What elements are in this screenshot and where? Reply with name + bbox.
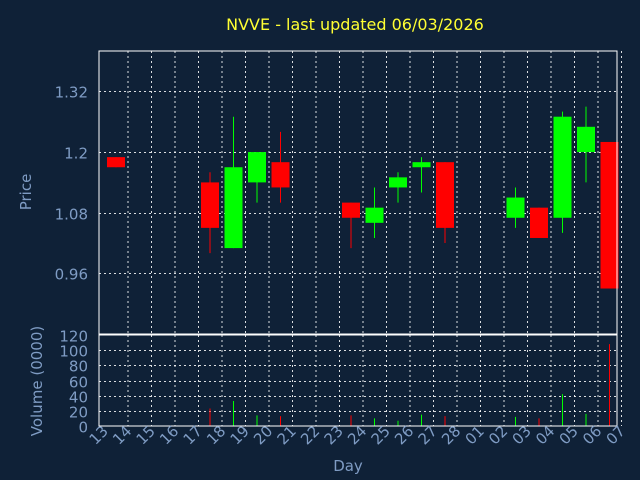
price-tick-label: 1.32 xyxy=(55,84,88,102)
volume-grid xyxy=(99,335,622,426)
candle xyxy=(342,202,360,249)
candle-body xyxy=(553,116,572,218)
price-axis: 1.32 1.2 1.08 0.96 xyxy=(55,84,88,284)
x-axis: 1314151617181920212223242526272801020304… xyxy=(86,422,629,448)
chart-title: NVVE - last updated 06/03/2026 xyxy=(226,15,484,34)
candle-body xyxy=(506,197,525,218)
volume-tick-label: 60 xyxy=(69,374,88,392)
candle-body xyxy=(577,126,595,153)
candle-body xyxy=(600,141,619,289)
candlestick-series xyxy=(107,106,619,289)
candle xyxy=(412,157,431,193)
candle-body xyxy=(412,162,431,168)
candle-body xyxy=(224,167,243,249)
candle xyxy=(577,106,595,183)
volume-tick-label: 100 xyxy=(59,343,88,361)
candle xyxy=(201,172,219,254)
volume-series xyxy=(209,344,610,426)
volume-tick-label: 80 xyxy=(69,358,88,376)
volume-tick-label: 20 xyxy=(69,404,88,422)
candle-body xyxy=(436,162,454,228)
price-axis-label: Price xyxy=(17,174,35,211)
candle-body xyxy=(530,207,548,238)
candle xyxy=(389,172,407,203)
candle xyxy=(530,207,548,238)
candle xyxy=(224,116,243,249)
candle-body xyxy=(342,202,360,218)
candle xyxy=(248,152,266,203)
candle-body xyxy=(248,152,266,183)
price-tick-label: 0.96 xyxy=(55,266,88,284)
candle-body xyxy=(365,207,384,223)
price-panel-frame xyxy=(98,50,618,335)
volume-panel-frame xyxy=(98,334,618,427)
candle xyxy=(506,187,525,228)
candle xyxy=(271,131,290,203)
volume-tick-label: 40 xyxy=(69,389,88,407)
candle-body xyxy=(107,157,125,168)
volume-tick-label: 120 xyxy=(59,328,88,346)
price-tick-label: 1.2 xyxy=(64,145,88,163)
volume-tick-label: 0 xyxy=(78,419,88,437)
candle-body xyxy=(389,177,407,188)
candle-body xyxy=(271,162,290,188)
x-axis-label: Day xyxy=(333,457,363,475)
price-grid xyxy=(99,51,622,334)
candle xyxy=(365,187,384,238)
volume-axis-label: Volume (0000) xyxy=(28,326,46,436)
candle xyxy=(553,111,572,233)
candle xyxy=(436,162,454,244)
candle xyxy=(107,157,125,168)
candle xyxy=(600,141,619,289)
price-tick-label: 1.08 xyxy=(55,206,88,224)
candle-body xyxy=(201,182,219,228)
